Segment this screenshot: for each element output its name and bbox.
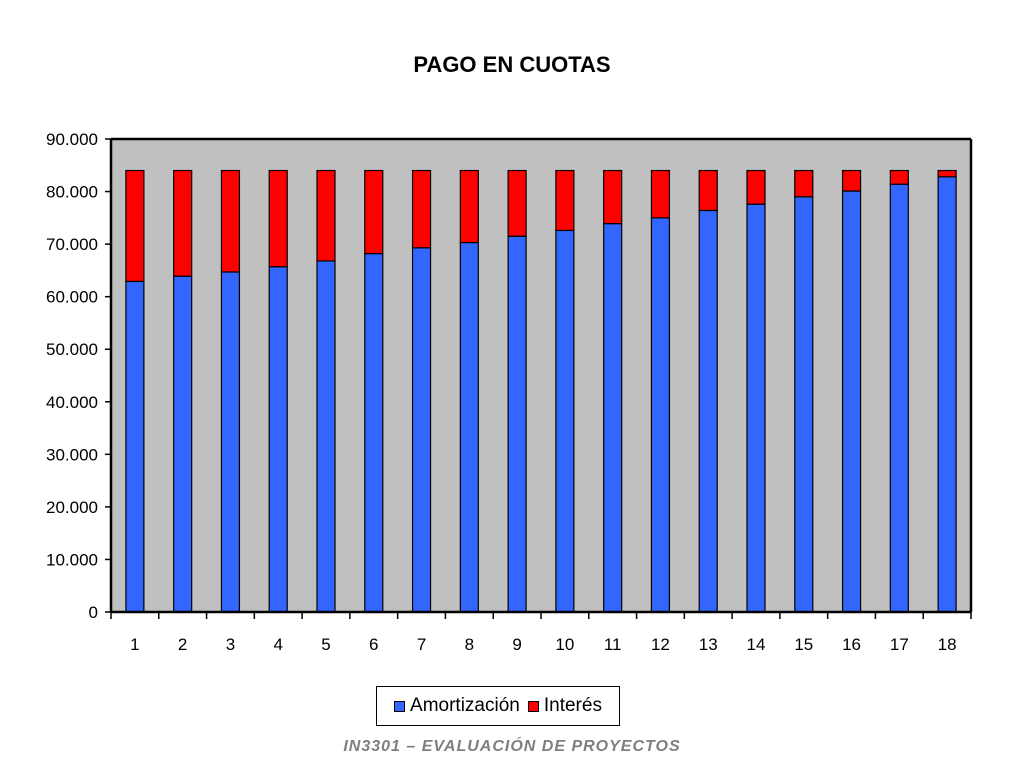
bar-amortizacion-14 bbox=[746, 203, 766, 613]
y-tick-label: 40.000 bbox=[46, 393, 98, 412]
y-tick-label: 30.000 bbox=[46, 445, 98, 464]
bar-amortizacion-15 bbox=[794, 196, 814, 613]
bar-interes-13 bbox=[698, 169, 718, 212]
bar-amortizacion-1 bbox=[125, 280, 145, 613]
x-tick-label: 16 bbox=[842, 635, 861, 654]
bar-interes-2 bbox=[173, 169, 193, 277]
x-tick-label: 4 bbox=[273, 635, 282, 654]
bar-amortizacion-3 bbox=[220, 271, 241, 613]
x-tick-label: 8 bbox=[465, 635, 474, 654]
bar-interes-6 bbox=[364, 169, 384, 255]
chart-title: PAGO EN CUOTAS bbox=[413, 52, 611, 77]
legend-item-amortizacion: Amortización bbox=[394, 695, 520, 717]
bar-amortizacion-4 bbox=[268, 266, 288, 613]
bar-interes-5 bbox=[316, 169, 336, 262]
x-tick-label: 1 bbox=[130, 635, 139, 654]
bar-interes-16 bbox=[841, 169, 862, 192]
x-tick-label: 10 bbox=[555, 635, 574, 654]
bar-amortizacion-5 bbox=[316, 260, 336, 613]
bar-interes-4 bbox=[268, 169, 288, 268]
x-tick-label: 3 bbox=[226, 635, 235, 654]
legend-swatch-amortizacion bbox=[394, 700, 406, 712]
legend-swatch-interes bbox=[527, 700, 539, 712]
bar-interes-11 bbox=[603, 169, 623, 225]
x-tick-label: 18 bbox=[938, 635, 957, 654]
bar-amortizacion-11 bbox=[603, 223, 623, 613]
bar-interes-15 bbox=[794, 169, 814, 198]
x-tick-label: 9 bbox=[512, 635, 521, 654]
bar-amortizacion-18 bbox=[937, 176, 957, 613]
x-tick-label: 14 bbox=[747, 635, 766, 654]
y-tick-label: 90.000 bbox=[46, 130, 98, 149]
x-tick-label: 17 bbox=[890, 635, 909, 654]
y-tick-label: 0 bbox=[89, 603, 98, 622]
y-tick-label: 10.000 bbox=[46, 550, 98, 569]
x-tick-label: 13 bbox=[699, 635, 718, 654]
y-tick-label: 70.000 bbox=[46, 235, 98, 254]
bar-amortizacion-17 bbox=[889, 183, 909, 613]
x-tick-label: 5 bbox=[321, 635, 330, 654]
bar-amortizacion-16 bbox=[841, 190, 862, 613]
legend-label-interes: Interés bbox=[543, 695, 602, 716]
bar-amortizacion-12 bbox=[650, 217, 671, 613]
axes-layer: 0 10.000 20.000 30.000 40.000 50.000 60.000 70.… bbox=[46, 130, 972, 654]
bar-interes-12 bbox=[650, 169, 671, 219]
y-tick-label: 20.000 bbox=[46, 498, 98, 517]
bar-amortizacion-9 bbox=[507, 235, 527, 613]
plot-area bbox=[111, 139, 971, 612]
bar-interes-8 bbox=[459, 169, 479, 244]
bar-amortizacion-10 bbox=[555, 229, 575, 613]
y-tick-label: 50.000 bbox=[46, 340, 98, 359]
y-tick-label: 60.000 bbox=[46, 288, 98, 307]
bar-interes-7 bbox=[411, 169, 432, 249]
x-tick-label: 15 bbox=[794, 635, 813, 654]
bars-layer bbox=[125, 169, 957, 613]
legend: Amortización Interés bbox=[376, 686, 620, 726]
bar-interes-17 bbox=[889, 169, 909, 185]
x-tick-label: 11 bbox=[604, 635, 622, 654]
bar-amortizacion-7 bbox=[411, 247, 432, 613]
x-tick-label: 2 bbox=[178, 635, 187, 654]
bar-interes-1 bbox=[125, 169, 145, 283]
chart-svg: 0 10.000 20.000 30.000 40.000 50.000 60.000 70.… bbox=[46, 130, 973, 654]
bar-amortizacion-13 bbox=[698, 209, 718, 613]
bar-interes-9 bbox=[507, 169, 527, 237]
y-tick-label: 80.000 bbox=[46, 183, 98, 202]
bar-interes-14 bbox=[746, 169, 766, 205]
bar-interes-3 bbox=[220, 169, 241, 273]
bar-amortizacion-6 bbox=[364, 252, 384, 613]
x-tick-label: 7 bbox=[417, 635, 426, 654]
bar-interes-10 bbox=[555, 169, 575, 232]
legend-item-interes: Interés bbox=[527, 695, 602, 717]
bar-amortizacion-8 bbox=[459, 241, 479, 613]
bar-amortizacion-2 bbox=[173, 275, 193, 613]
bar-interes-18 bbox=[937, 169, 957, 178]
legend-label-amortizacion: Amortización bbox=[410, 695, 520, 716]
x-tick-label: 6 bbox=[369, 635, 378, 654]
slide-footer: IN3301 – EVALUACIÓN DE PROYECTOS bbox=[343, 738, 681, 755]
x-tick-label: 12 bbox=[651, 635, 670, 654]
